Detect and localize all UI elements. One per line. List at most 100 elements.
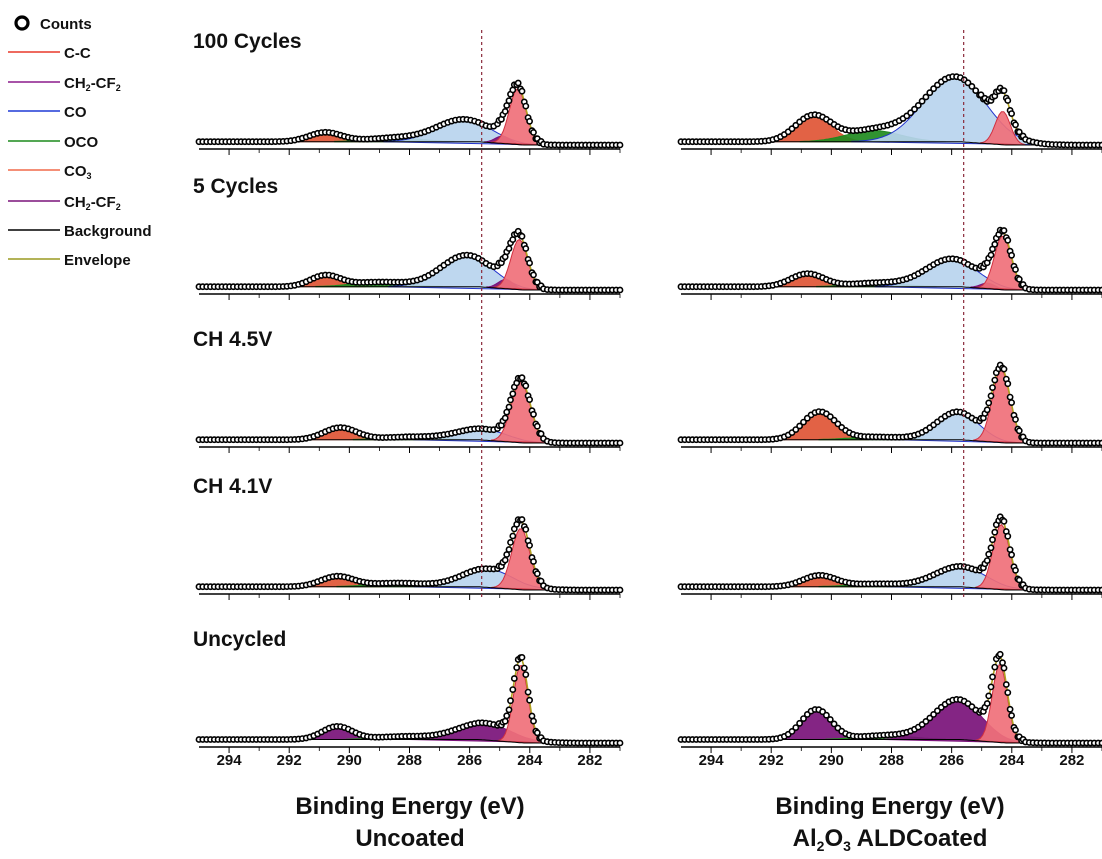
counts-marker xyxy=(524,688,532,696)
x-axis-title: Binding Energy (eV) xyxy=(775,793,1004,820)
counts-marker xyxy=(1002,681,1010,688)
counts-marker xyxy=(530,558,537,565)
counts-marker xyxy=(507,396,514,404)
x-tick-label: 292 xyxy=(759,752,784,769)
counts-marker xyxy=(788,728,796,735)
legend-label: CH2-CF2 xyxy=(64,75,121,93)
counts-marker xyxy=(1098,586,1102,594)
counts-marker xyxy=(922,93,930,101)
counts-marker xyxy=(1008,110,1015,117)
counts-marker xyxy=(911,105,918,113)
legend-marker-icon xyxy=(14,15,30,31)
spectrum-row: Uncycled xyxy=(193,628,624,753)
panel-subtitle: Uncoated xyxy=(355,825,464,852)
counts-marker xyxy=(509,686,517,693)
row-label: CH 4.1V xyxy=(193,475,272,498)
counts-marker xyxy=(987,251,995,259)
x-tick-label: 282 xyxy=(1059,752,1084,769)
row-label: Uncycled xyxy=(193,628,286,651)
counts-marker xyxy=(907,109,914,117)
counts-marker xyxy=(989,384,996,391)
counts-marker xyxy=(964,79,972,87)
counts-marker xyxy=(1000,87,1008,94)
counts-marker xyxy=(1004,689,1012,696)
legend-label: Envelope xyxy=(64,252,131,269)
counts-marker xyxy=(509,532,517,540)
counts-marker xyxy=(1000,365,1008,373)
x-tick-label: 284 xyxy=(517,752,543,769)
counts-marker xyxy=(1012,726,1019,734)
counts-marker xyxy=(526,259,533,267)
counts-marker xyxy=(1015,576,1023,584)
counts-marker xyxy=(505,706,513,714)
legend-label: C-C xyxy=(64,45,91,62)
envelope-line xyxy=(199,519,620,591)
counts-marker xyxy=(533,729,541,737)
counts-marker xyxy=(522,671,530,678)
counts-marker xyxy=(518,516,526,523)
counts-marker xyxy=(823,711,830,719)
counts-marker xyxy=(918,97,926,105)
envelope-line xyxy=(199,657,620,744)
counts-marker xyxy=(526,542,533,549)
counts-marker xyxy=(991,528,999,536)
counts-marker xyxy=(930,85,937,93)
envelope-line xyxy=(681,365,1102,444)
counts-marker xyxy=(1004,380,1012,388)
counts-marker xyxy=(987,683,995,691)
spectrum-row: 5 Cycles xyxy=(193,175,624,300)
counts-marker xyxy=(505,403,513,411)
counts-marker xyxy=(530,410,537,418)
envelope-line xyxy=(681,517,1102,591)
row-label: 5 Cycles xyxy=(193,175,278,198)
counts-marker xyxy=(934,707,941,715)
counts-marker xyxy=(522,526,530,533)
counts-marker xyxy=(1012,266,1019,273)
x-tick-label: 294 xyxy=(699,752,725,769)
counts-marker xyxy=(999,659,1006,667)
panel-uncoated: 100 Cycles 5 Cycles CH 4.5V CH 4.1V Uncycled… xyxy=(193,30,624,852)
counts-marker xyxy=(526,396,533,403)
counts-marker xyxy=(501,414,509,422)
counts-marker xyxy=(983,406,991,414)
spectrum-row xyxy=(677,226,1102,300)
x-tick-label: 288 xyxy=(397,752,422,769)
counts-marker xyxy=(991,240,999,248)
counts-marker xyxy=(1098,141,1102,149)
row-label: 100 Cycles xyxy=(193,30,302,53)
counts-marker xyxy=(987,544,995,552)
panel-subtitle: Al2O3 ALDCoated xyxy=(793,825,988,854)
counts-marker xyxy=(507,539,514,546)
counts-marker xyxy=(505,245,513,252)
counts-marker xyxy=(520,664,528,672)
counts-marker xyxy=(985,399,993,407)
counts-marker xyxy=(1004,532,1012,540)
x-tick-label: 290 xyxy=(337,752,362,769)
counts-marker xyxy=(514,79,522,87)
counts-marker xyxy=(1000,664,1008,672)
x-tick-label: 294 xyxy=(217,752,243,769)
counts-marker xyxy=(1098,286,1102,294)
counts-marker xyxy=(518,654,526,661)
spectrum-row xyxy=(677,73,1102,155)
counts-marker xyxy=(501,108,509,115)
x-tick-label: 288 xyxy=(879,752,904,769)
counts-marker xyxy=(522,102,530,110)
counts-marker xyxy=(985,692,993,700)
spectrum-row xyxy=(677,513,1102,600)
spectrum-row xyxy=(677,361,1102,453)
counts-marker xyxy=(800,715,807,722)
counts-marker xyxy=(800,418,807,426)
counts-marker xyxy=(989,536,996,544)
legend-label: OCO xyxy=(64,134,99,151)
legend-item-envelope: Envelope xyxy=(8,252,131,269)
counts-marker xyxy=(522,245,530,252)
spectrum-row xyxy=(677,650,1102,753)
counts-marker xyxy=(926,89,934,97)
counts-marker xyxy=(518,87,526,95)
counts-marker xyxy=(991,663,999,671)
counts-marker xyxy=(533,422,541,430)
counts-marker xyxy=(510,675,518,682)
x-tick-label: 284 xyxy=(999,752,1025,769)
counts-marker xyxy=(530,717,537,725)
